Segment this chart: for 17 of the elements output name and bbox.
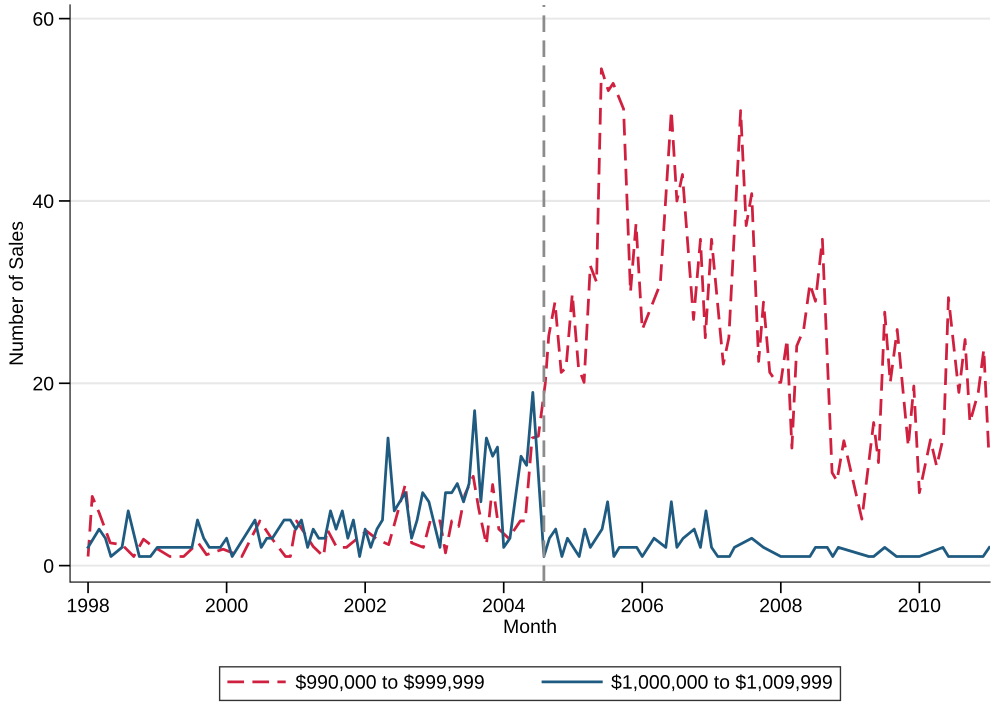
y-axis-title: Number of Sales (8, 222, 24, 364)
y-tick-label: 60 (33, 12, 54, 26)
x-tick-label: 2008 (760, 598, 802, 612)
legend-label: $990,000 to $999,999 (296, 674, 484, 692)
x-tick-label: 2006 (622, 598, 664, 612)
line-series (86, 391, 990, 558)
y-tick-label: 20 (33, 376, 54, 391)
y-tick-label: 40 (32, 194, 54, 208)
x-tick-label: 2002 (344, 598, 386, 612)
x-tick-label: 1998 (68, 598, 109, 612)
y-tick-label: 0 (44, 559, 54, 573)
x-tick-label: 2000 (206, 598, 248, 612)
legend-label: $1,000,000 to $1,009,999 (611, 674, 832, 692)
x-tick-label: 2010 (898, 598, 940, 612)
line-series (86, 67, 990, 558)
x-axis-title: Month (504, 618, 556, 634)
x-tick-label: 2004 (483, 598, 525, 612)
